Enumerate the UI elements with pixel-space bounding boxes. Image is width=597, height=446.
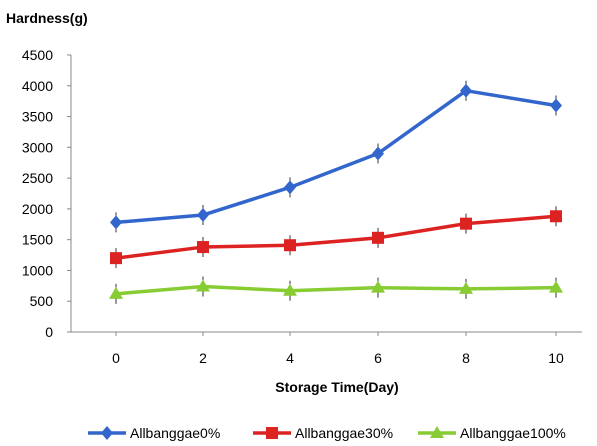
series-3-point [109,286,123,299]
plot-area: 0 500 1000 1500 2000 2500 3000 3500 4000 4500 0 2 4 6… [22,47,582,366]
y-tick-label: 4000 [22,78,53,94]
series-3-point [283,283,297,296]
series-2-point [372,231,384,244]
legend-swatch-marker [266,427,278,439]
y-tick-label: 2000 [22,201,53,217]
series-1-point [110,215,122,230]
y-tick-label: 4500 [22,47,53,63]
series-1-point [197,208,209,223]
series-2-point [284,239,296,252]
legend-label: Allbanggae100% [460,425,566,441]
x-tick-label: 10 [548,350,564,366]
y-tick-label: 3500 [22,109,53,125]
series-2-line [115,214,557,260]
y-tick-label: 1000 [22,262,53,278]
series-1-point [372,146,384,161]
legend-label: Allbanggae0% [130,425,220,441]
legend: Allbanggae0% Allbanggae30% Allbanggae100% [88,425,566,441]
x-tick-label: 4 [286,350,294,366]
y-tick-label: 3000 [22,139,53,155]
y-tick-label: 0 [45,324,53,340]
series-1-point [284,180,296,195]
legend-swatch-marker [430,426,444,438]
series-1-point [550,98,562,113]
series-1-line [115,88,557,225]
y-tick-label: 500 [30,293,54,309]
series-3-point [549,280,563,293]
series-3-point [371,280,385,293]
series-2-point [550,210,562,223]
series-2-point [460,217,472,230]
series-1-point [460,83,472,98]
series-2-point [110,252,122,265]
y-axis-title: Hardness(g) [6,10,88,26]
x-tick-label: 6 [374,350,382,366]
series-2-point [197,241,209,254]
series-3-point [459,281,473,294]
series-3-line [115,284,557,296]
x-tick-label: 0 [112,350,120,366]
y-tick-label: 1500 [22,232,53,248]
legend-swatch-marker [101,426,113,440]
x-tick-label: 2 [199,350,207,366]
x-tick-label: 8 [462,350,470,366]
y-tick-label: 2500 [22,170,53,186]
series-3-point [196,279,210,292]
x-axis-title: Storage Time(Day) [275,379,398,395]
legend-label: Allbanggae30% [295,425,393,441]
